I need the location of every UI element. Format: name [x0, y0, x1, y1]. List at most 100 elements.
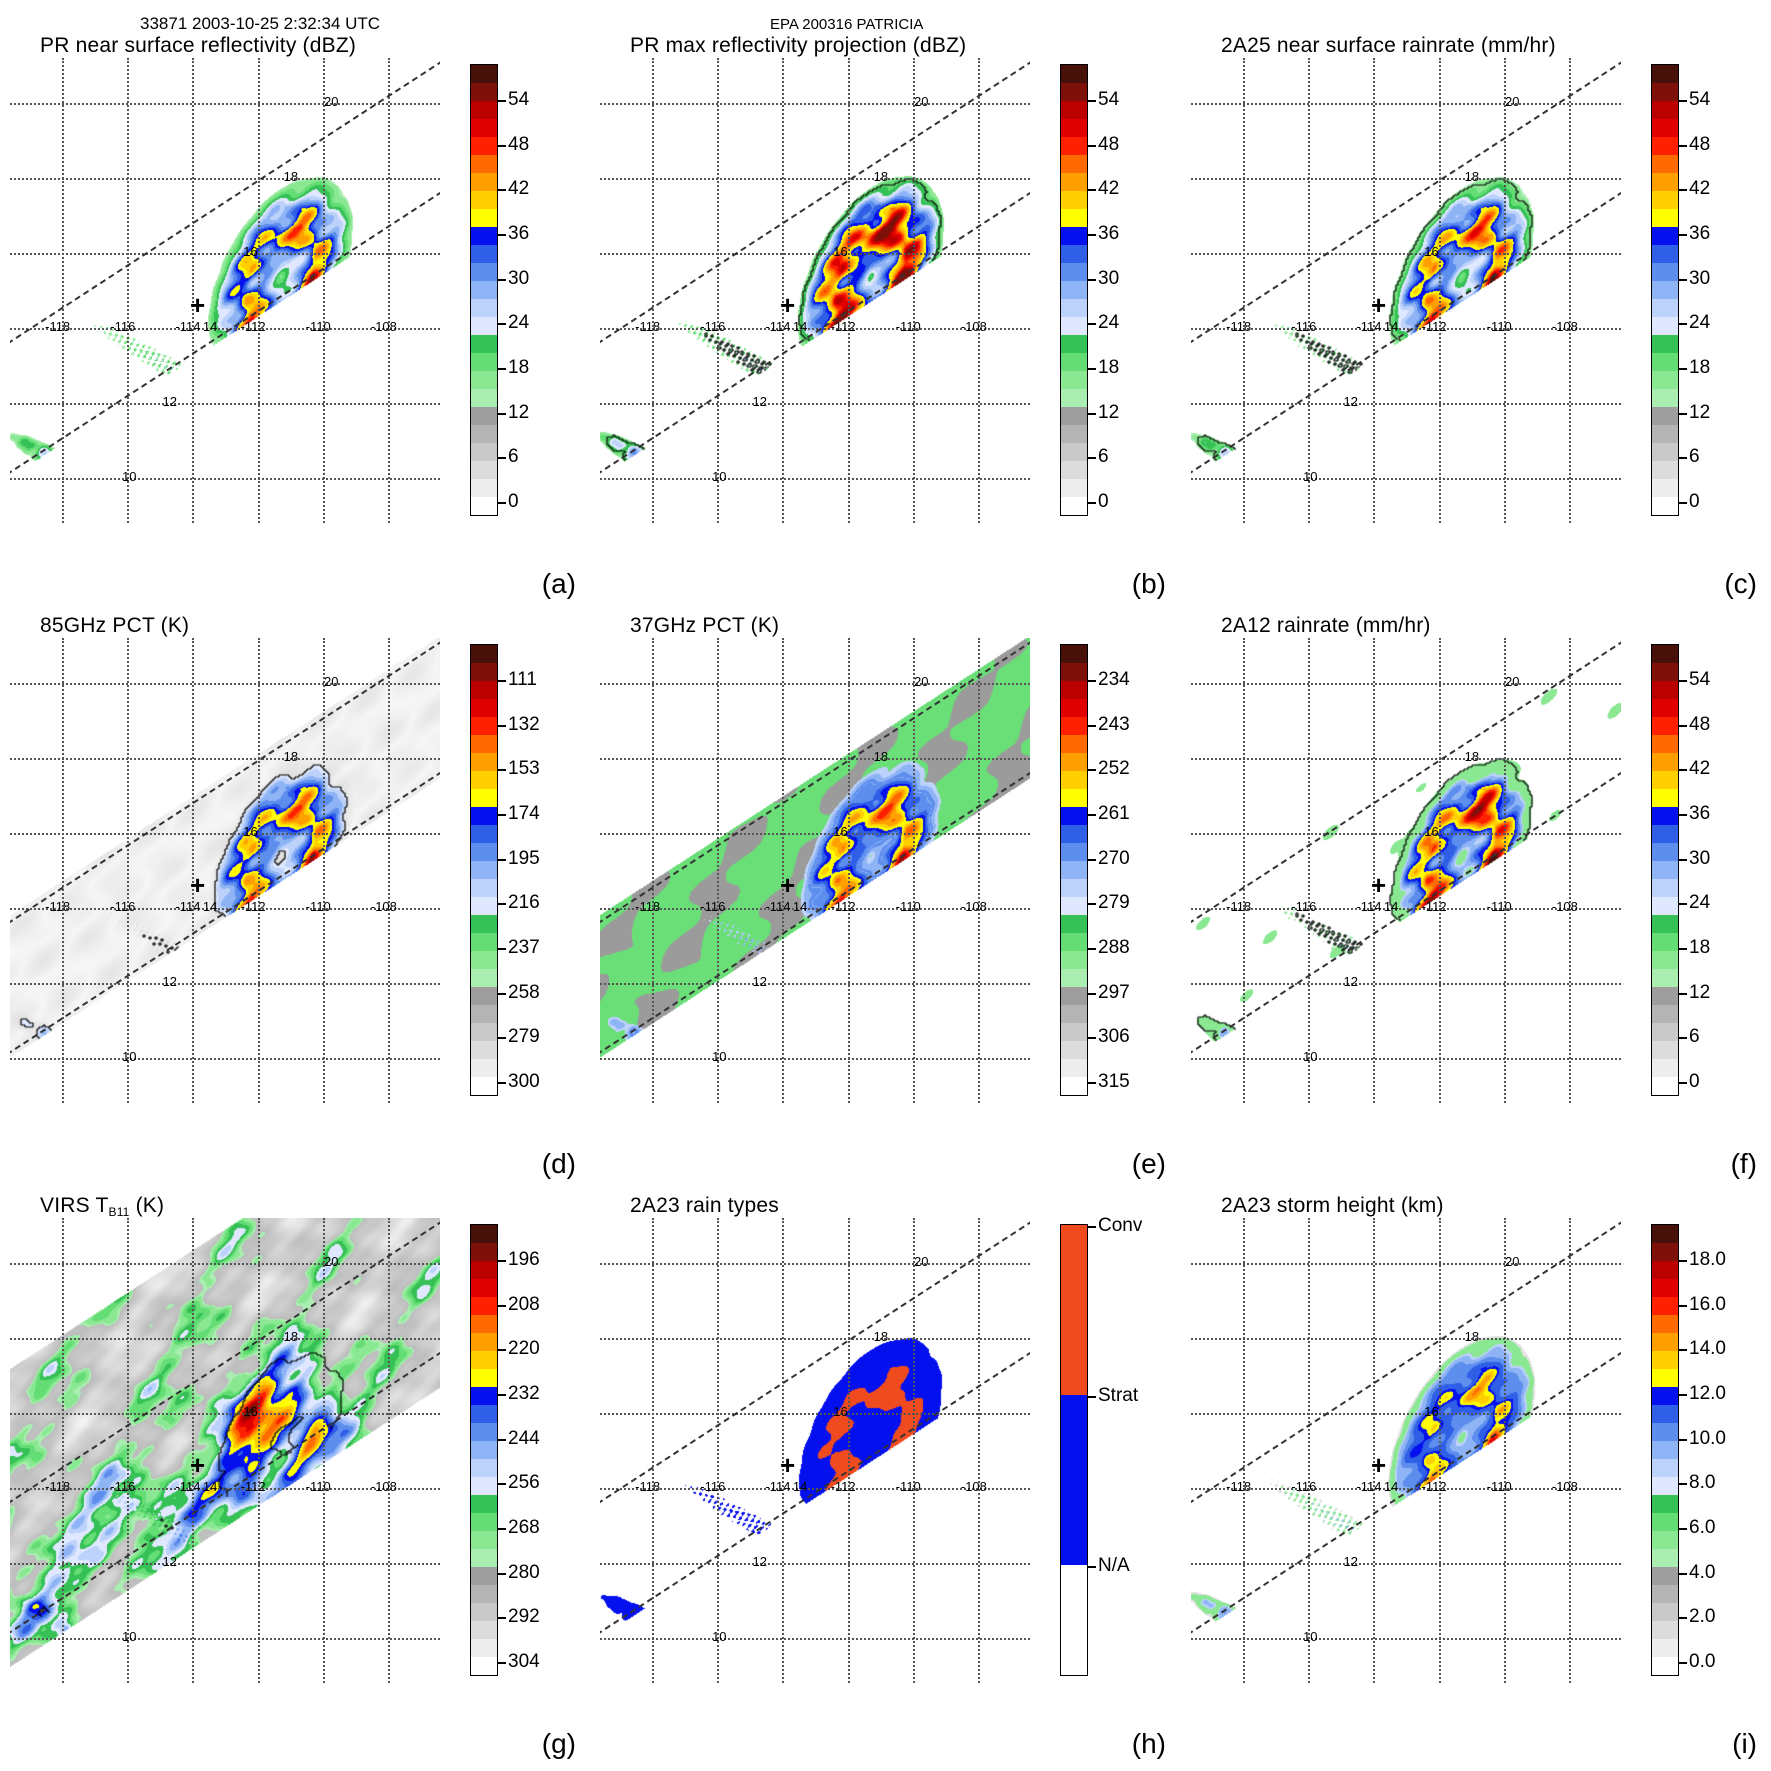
colorbar-ticks-c: 54 48 42 36 30 24 18 12 6 0 — [1677, 64, 1767, 514]
panel-title-subscript: B11 — [108, 1205, 130, 1219]
colorbar-segment — [1652, 1657, 1678, 1675]
gridline-lat — [10, 1638, 440, 1640]
colorbar-segment — [1652, 951, 1678, 969]
colorbar-segment — [1652, 317, 1678, 335]
colorbar-segment — [1061, 1059, 1087, 1077]
colorbar-segment — [1652, 101, 1678, 119]
panel-label-g: (g) — [541, 1728, 576, 1759]
gridline-lon — [1243, 1218, 1246, 1683]
gridline-lon — [977, 58, 980, 523]
lon-tick-label: -118 — [1226, 1479, 1252, 1494]
colorbar-segment — [1061, 335, 1087, 353]
lon-tick-label: -116 — [700, 899, 726, 914]
colorbar-tick-label: 297 — [1088, 981, 1130, 1003]
panel-grid: PR near surface reflectivity (dBZ) -118 -1… — [0, 30, 1771, 1771]
figure-header: 33871 2003-10-25 2:32:34 UTC EPA 200316 … — [0, 0, 1771, 33]
colorbar-tick-label: 12 — [1678, 401, 1711, 423]
lon-tick-label: -110 — [895, 899, 921, 914]
colorbar-segment — [1652, 1549, 1678, 1567]
lat-tick-label: 20 — [1505, 94, 1520, 109]
lat-tick-label: 14 — [792, 319, 808, 334]
colorbar-ticks-b: 54 48 42 36 30 24 18 12 6 0 — [1086, 64, 1176, 514]
gridline-lat — [10, 908, 440, 910]
gridline-lon — [1308, 638, 1311, 1103]
colorbar-segment — [1061, 1225, 1087, 1395]
colorbar-tick-label: 0 — [1679, 491, 1700, 512]
colorbar-segment — [1652, 443, 1678, 461]
lon-tick-label: -116 — [110, 899, 136, 914]
colorbar-segment — [1061, 789, 1087, 807]
colorbar-segment — [1652, 479, 1678, 497]
lat-tick-label: 10 — [122, 1629, 137, 1644]
colorbar-segment — [471, 119, 497, 137]
colorbar-segment — [471, 317, 497, 335]
lat-tick-label: 10 — [122, 469, 137, 484]
lat-tick-label: 10 — [1303, 1049, 1318, 1064]
colorbar-segment — [471, 281, 497, 299]
lon-tick-label: -108 — [370, 899, 397, 914]
storm-center-marker: + — [189, 869, 206, 900]
lon-tick-label: -112 — [240, 319, 266, 334]
lon-tick-label: -114 — [175, 1479, 201, 1494]
colorbar-segment — [1061, 101, 1087, 119]
colorbar-tick-label: 18 — [1087, 357, 1120, 378]
colorbar-segment — [1652, 825, 1678, 843]
storm-center-marker: + — [1370, 1449, 1387, 1480]
lon-tick-label: -116 — [1291, 899, 1317, 914]
colorbar-tick-label: 208 — [498, 1293, 540, 1315]
colorbar-segment — [471, 65, 497, 83]
lon-tick-label: -114 — [1356, 1479, 1382, 1494]
colorbar-segment — [1652, 389, 1678, 407]
colorbar-segment — [1061, 933, 1087, 951]
colorbar-segment — [1061, 843, 1087, 861]
colorbar-a — [470, 64, 498, 516]
gridline-lat — [10, 1058, 440, 1060]
lat-tick-label: 20 — [914, 1254, 929, 1269]
lat-tick-label: 12 — [162, 974, 177, 989]
data-field-i — [1191, 1218, 1621, 1683]
lat-tick-label: 16 — [1424, 244, 1439, 259]
gridline-lon — [127, 58, 130, 523]
colorbar-f — [1651, 644, 1679, 1096]
colorbar-segment — [1652, 1621, 1678, 1639]
gridline-lat — [10, 403, 440, 405]
lat-tick-label: 10 — [712, 1049, 727, 1064]
colorbar-segment — [1652, 897, 1678, 915]
colorbar-segment — [471, 1041, 497, 1059]
colorbar-segment — [1061, 353, 1087, 371]
colorbar-segment — [471, 1621, 497, 1639]
lon-tick-label: -108 — [960, 319, 987, 334]
map-area-h: -118 -116 -114 -112 -110 -108 20 18 16 14 12 10 + — [600, 1218, 1030, 1683]
panel-title-d: 85GHz PCT (K) — [40, 614, 190, 637]
colorbar-segment — [1652, 1077, 1678, 1095]
colorbar-segment — [1652, 663, 1678, 681]
colorbar-tick-label: 6 — [1679, 1026, 1700, 1048]
lon-tick-label: -118 — [45, 319, 71, 334]
lat-tick-label: 12 — [162, 1554, 177, 1569]
gridline-lat — [600, 328, 1030, 330]
colorbar-segment — [1061, 699, 1087, 717]
lon-tick-label: -112 — [830, 899, 856, 914]
colorbar-segment — [471, 1369, 497, 1387]
colorbar-tick-label: 111 — [498, 669, 537, 690]
colorbar-tick-label: 244 — [498, 1427, 540, 1449]
lat-tick-label: 16 — [1424, 824, 1439, 839]
panel-label-c: (c) — [1724, 568, 1757, 599]
lon-tick-label: -118 — [1226, 899, 1252, 914]
lon-tick-label: -108 — [1551, 1479, 1578, 1494]
panel-i: 2A23 storm height (km) -118 -116 -114 -112 -1… — [1181, 1190, 1771, 1770]
colorbar-segment — [471, 263, 497, 281]
colorbar-tick-label: 0 — [498, 491, 519, 512]
colorbar-segment — [471, 1351, 497, 1369]
colorbar-segment — [471, 353, 497, 371]
gridline-lat — [10, 683, 440, 685]
colorbar-tick-label: N/A — [1088, 1555, 1130, 1576]
panel-h: 2A23 rain types -118 -116 -114 -112 -110 -108 2… — [590, 1190, 1180, 1770]
lon-tick-label: -112 — [240, 1479, 266, 1494]
colorbar-tick-label: 0 — [1679, 1071, 1700, 1092]
colorbar-segment — [471, 227, 497, 245]
panel-title-b: PR max reflectivity projection (dBZ) — [630, 34, 967, 57]
gridline-lon — [1438, 1218, 1441, 1683]
colorbar-segment — [1061, 915, 1087, 933]
gridline-lon — [1568, 638, 1571, 1103]
